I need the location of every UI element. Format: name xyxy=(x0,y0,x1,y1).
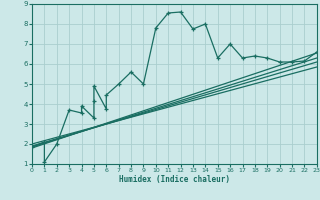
X-axis label: Humidex (Indice chaleur): Humidex (Indice chaleur) xyxy=(119,175,230,184)
